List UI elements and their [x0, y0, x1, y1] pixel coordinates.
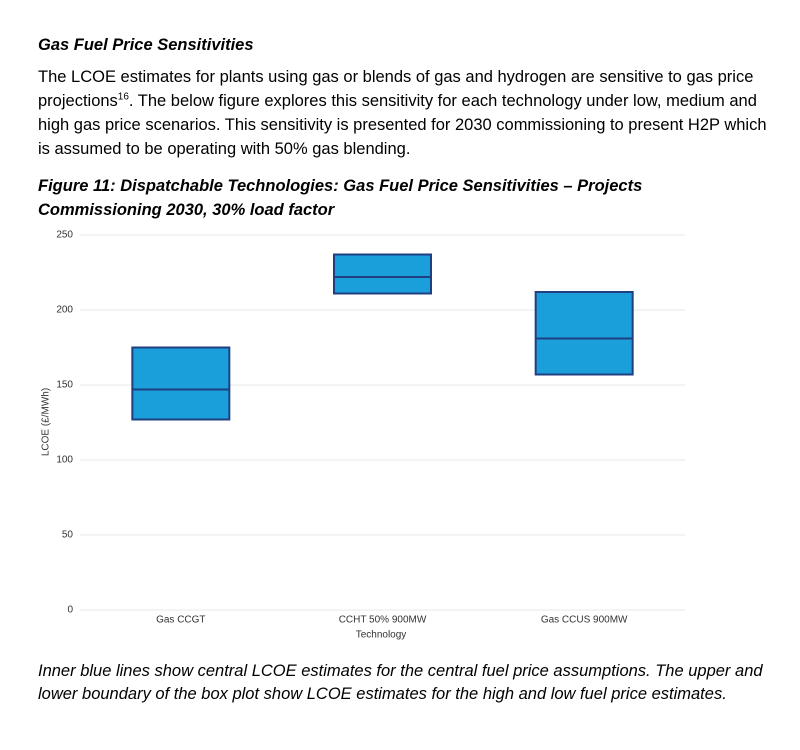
paragraph: The LCOE estimates for plants using gas … — [38, 65, 768, 161]
box — [131, 346, 231, 421]
x-axis-label: Technology — [356, 630, 407, 641]
x-tick-label: Gas CCGT — [156, 615, 205, 626]
x-tick-label: Gas CCUS 900MW — [541, 615, 628, 626]
heading: Gas Fuel Price Sensitivities — [38, 36, 254, 54]
y-tick-label: 200 — [56, 305, 73, 316]
chart: Technology LCOE (£/MWh) 0 50 100 150 200 250 G… — [41, 230, 685, 641]
figure-caption: Figure 11: Dispatchable Technologies: Ga… — [38, 177, 643, 219]
x-tick-label: CCHT 50% 900MW — [339, 615, 427, 626]
y-tick-label: 250 — [56, 230, 73, 241]
text: . The below figure explores this sensiti… — [38, 92, 767, 158]
box — [333, 253, 432, 295]
y-tick-label: 150 — [56, 380, 73, 391]
box — [534, 291, 634, 376]
footnote: 16 — [117, 91, 129, 103]
y-tick-label: 100 — [56, 455, 73, 466]
text: The LCOE estimates for plants using gas … — [38, 68, 754, 110]
y-tick-label: 0 — [67, 605, 73, 616]
y-axis-label: LCOE (£/MWh) — [41, 388, 52, 456]
y-tick-label: 50 — [62, 530, 74, 541]
note: Inner blue lines show central LCOE estim… — [38, 662, 763, 703]
